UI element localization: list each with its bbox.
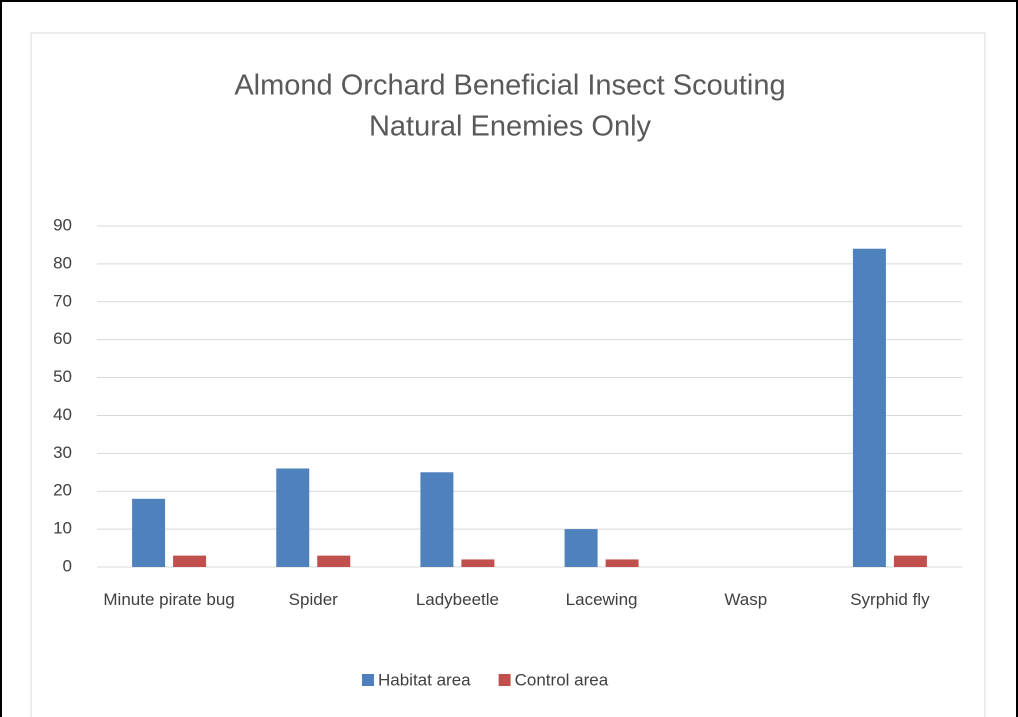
bar <box>132 498 166 567</box>
bar <box>605 559 639 567</box>
x-tick-label: Lacewing <box>565 590 638 609</box>
y-tick-label: 30 <box>53 443 72 462</box>
bar <box>893 555 927 567</box>
x-tick-label-box: Spider <box>288 590 338 609</box>
bar <box>276 468 310 567</box>
y-tick-label: 70 <box>53 291 72 310</box>
y-tick-label: 50 <box>53 367 72 386</box>
bar <box>564 529 598 567</box>
x-tick-label: Minute pirate bug <box>103 590 235 609</box>
bar <box>852 248 886 567</box>
legend-label: Control area <box>515 670 609 689</box>
x-tick-label: Wasp <box>724 590 768 609</box>
x-tick-label: Syrphid fly <box>850 590 930 609</box>
bar <box>173 555 207 567</box>
bar <box>317 555 351 567</box>
chart-title: Almond Orchard Beneficial Insect Scoutin… <box>234 70 785 102</box>
x-tick-label-box: Syrphid fly <box>850 590 930 609</box>
chart-border <box>30 32 986 717</box>
y-tick-label: 0 <box>63 556 72 575</box>
y-tick-label: 10 <box>53 519 72 538</box>
y-tick-label: 40 <box>53 405 72 424</box>
y-tick-label: 60 <box>53 329 72 348</box>
legend-swatch <box>362 674 374 686</box>
y-tick-label: 90 <box>53 215 72 234</box>
x-tick-label-box: Minute pirate bug <box>103 590 235 609</box>
bar <box>461 559 495 567</box>
chart-title: Natural Enemies Only <box>369 111 652 143</box>
legend-swatch <box>498 674 511 686</box>
y-tick-label: 20 <box>53 481 72 500</box>
x-tick-label: Ladybeetle <box>415 590 499 609</box>
bar <box>420 472 454 567</box>
x-tick-label-box: Wasp <box>724 590 768 609</box>
x-tick-label: Spider <box>288 590 338 609</box>
legend-label: Habitat area <box>378 670 471 689</box>
y-tick-label: 80 <box>53 253 72 272</box>
x-tick-label-box: Ladybeetle <box>415 590 499 609</box>
x-tick-label-box: Lacewing <box>565 590 638 609</box>
